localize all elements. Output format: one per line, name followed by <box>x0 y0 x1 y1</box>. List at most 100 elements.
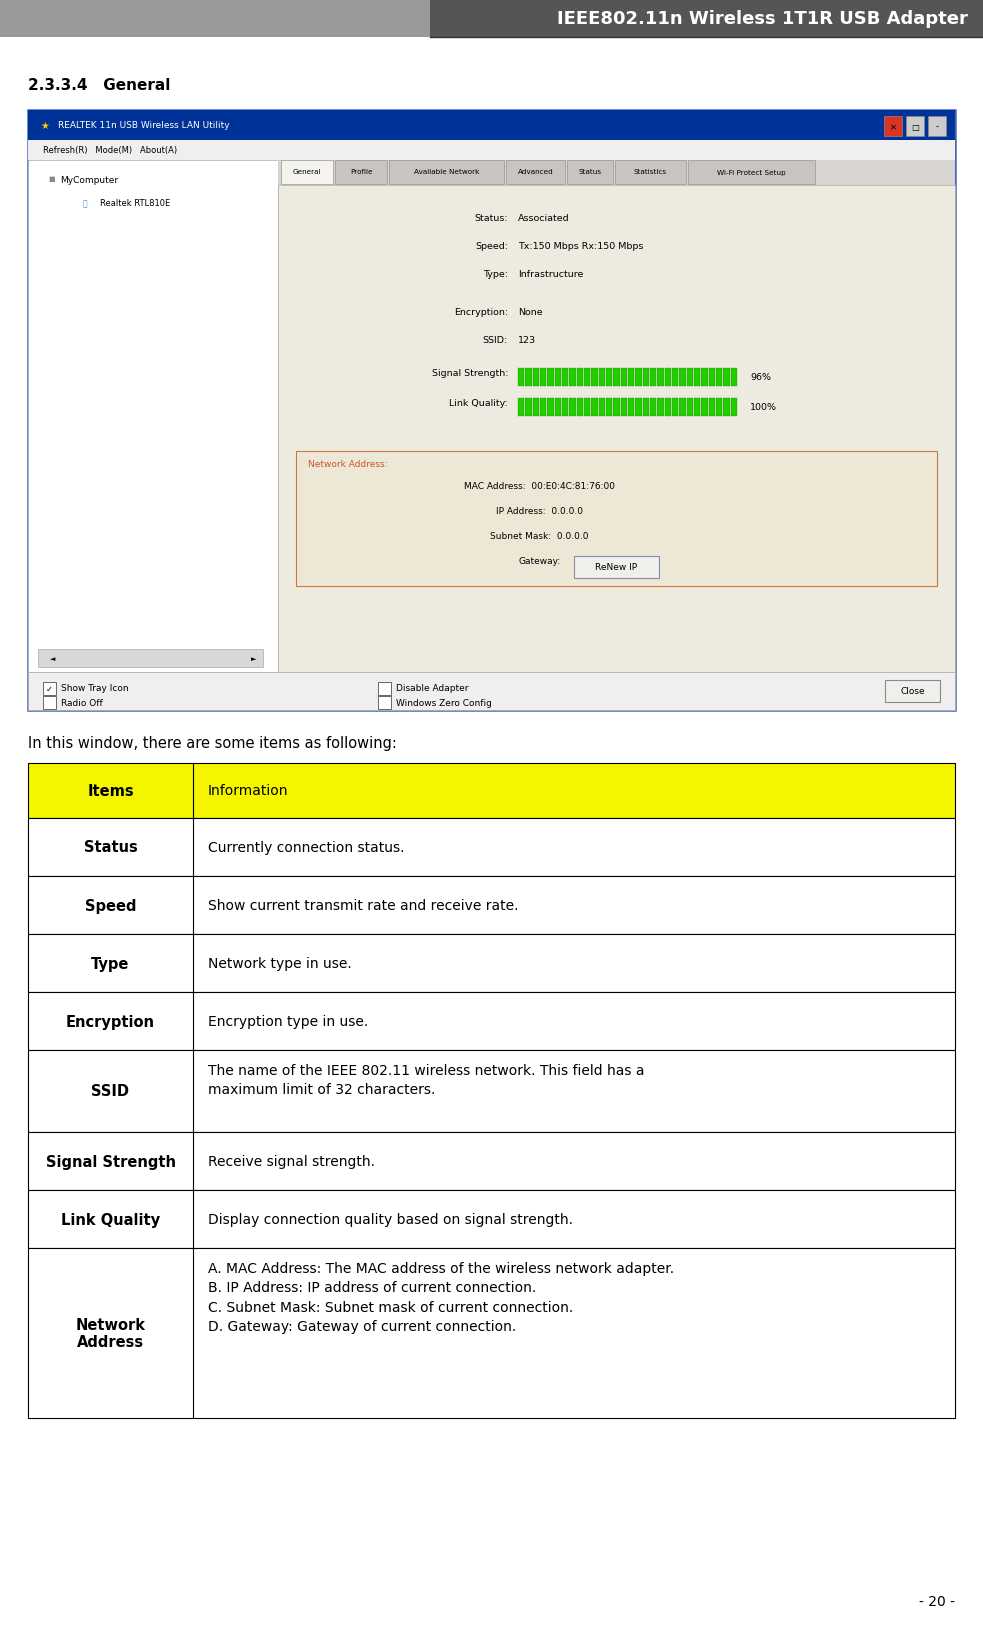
Text: Network
Address: Network Address <box>76 1317 145 1350</box>
Text: MAC Address:  00:E0:4C:81:76:00: MAC Address: 00:E0:4C:81:76:00 <box>464 482 615 491</box>
Bar <box>533 399 539 417</box>
Text: Signal Strength:: Signal Strength: <box>432 368 508 378</box>
Bar <box>687 399 693 417</box>
Bar <box>687 368 693 386</box>
Bar <box>679 368 685 386</box>
Bar <box>28 1050 955 1133</box>
Text: 🖧: 🖧 <box>83 199 87 209</box>
Bar <box>614 161 685 184</box>
Text: In this window, there are some items as following:: In this window, there are some items as … <box>28 735 397 750</box>
Bar <box>701 399 708 417</box>
Bar <box>28 1133 955 1190</box>
Text: Wi-Fi Protect Setup: Wi-Fi Protect Setup <box>717 170 785 176</box>
Bar <box>28 877 955 934</box>
Text: REALTEK 11n USB Wireless LAN Utility: REALTEK 11n USB Wireless LAN Utility <box>58 121 230 130</box>
Bar <box>278 186 955 673</box>
Bar <box>281 161 333 184</box>
Bar <box>28 1190 955 1249</box>
Text: Display connection quality based on signal strength.: Display connection quality based on sign… <box>208 1213 573 1226</box>
Text: ◄: ◄ <box>50 655 55 662</box>
Text: Subnet Mask:  0.0.0.0: Subnet Mask: 0.0.0.0 <box>491 531 589 541</box>
Text: Advanced: Advanced <box>518 170 553 176</box>
Bar <box>389 161 504 184</box>
Text: SSID: SSID <box>91 1084 130 1099</box>
Bar <box>28 161 278 673</box>
Bar <box>562 399 568 417</box>
Bar <box>577 368 583 386</box>
Bar <box>525 368 532 386</box>
Bar <box>533 368 539 386</box>
Text: Show Tray Icon: Show Tray Icon <box>61 685 129 693</box>
Bar <box>694 399 700 417</box>
Bar <box>28 818 955 877</box>
Bar <box>506 161 564 184</box>
Text: The name of the IEEE 802.11 wireless network. This field has a
maximum limit of : The name of the IEEE 802.11 wireless net… <box>208 1063 645 1097</box>
Bar <box>650 368 657 386</box>
Bar <box>665 399 671 417</box>
Bar <box>643 399 649 417</box>
Text: Show current transmit rate and receive rate.: Show current transmit rate and receive r… <box>208 898 518 913</box>
Bar <box>643 368 649 386</box>
Bar <box>658 368 664 386</box>
Bar <box>28 140 955 161</box>
Text: Items: Items <box>87 784 134 799</box>
Bar <box>574 557 659 579</box>
Bar <box>606 368 612 386</box>
Bar <box>658 399 664 417</box>
Bar <box>518 368 524 386</box>
Bar <box>28 673 955 711</box>
Text: Gateway:: Gateway: <box>518 557 560 566</box>
Text: Encryption type in use.: Encryption type in use. <box>208 1014 369 1029</box>
Text: ■: ■ <box>48 176 55 183</box>
Text: IEEE802.11n Wireless 1T1R USB Adapter: IEEE802.11n Wireless 1T1R USB Adapter <box>557 10 968 28</box>
Bar <box>548 368 553 386</box>
Text: None: None <box>518 308 543 316</box>
Text: SSID:: SSID: <box>483 336 508 346</box>
Bar <box>628 368 634 386</box>
Bar <box>378 696 391 709</box>
Bar <box>28 993 955 1050</box>
Text: 100%: 100% <box>750 403 777 412</box>
Bar <box>554 399 561 417</box>
Text: Profile: Profile <box>350 170 373 176</box>
Bar <box>278 161 955 186</box>
Bar <box>430 0 983 37</box>
Bar <box>723 399 729 417</box>
Text: Realtek RTL810E: Realtek RTL810E <box>100 199 170 209</box>
Bar <box>709 368 715 386</box>
Text: ★: ★ <box>40 121 49 130</box>
Text: Status: Status <box>578 170 602 176</box>
Bar <box>672 399 678 417</box>
Bar <box>378 683 391 696</box>
Bar <box>665 368 671 386</box>
Text: Disable Adapter: Disable Adapter <box>396 685 469 693</box>
Text: Speed: Speed <box>85 898 137 913</box>
Bar <box>884 117 902 137</box>
Bar <box>928 117 946 137</box>
Bar <box>620 399 627 417</box>
Text: Link Quality:: Link Quality: <box>449 399 508 408</box>
Bar <box>613 399 619 417</box>
Bar <box>335 161 387 184</box>
Text: Information: Information <box>208 784 288 799</box>
Bar <box>723 368 729 386</box>
Text: Type: Type <box>91 955 130 971</box>
Text: - 20 -: - 20 - <box>919 1594 955 1609</box>
Bar <box>620 368 627 386</box>
Bar <box>0 0 430 37</box>
Text: Encryption:: Encryption: <box>454 308 508 316</box>
Text: Available Network: Available Network <box>414 170 480 176</box>
Bar <box>635 368 642 386</box>
Text: ►: ► <box>251 655 256 662</box>
Bar <box>716 399 723 417</box>
Text: Receive signal strength.: Receive signal strength. <box>208 1154 375 1169</box>
Bar <box>701 368 708 386</box>
Bar <box>28 1249 955 1418</box>
Text: Windows Zero Config: Windows Zero Config <box>396 698 492 707</box>
Text: Close: Close <box>900 688 925 696</box>
Text: Link Quality: Link Quality <box>61 1211 160 1227</box>
Bar <box>906 117 924 137</box>
Bar <box>599 399 605 417</box>
Text: Type:: Type: <box>483 271 508 279</box>
Text: Radio Off: Radio Off <box>61 698 103 707</box>
